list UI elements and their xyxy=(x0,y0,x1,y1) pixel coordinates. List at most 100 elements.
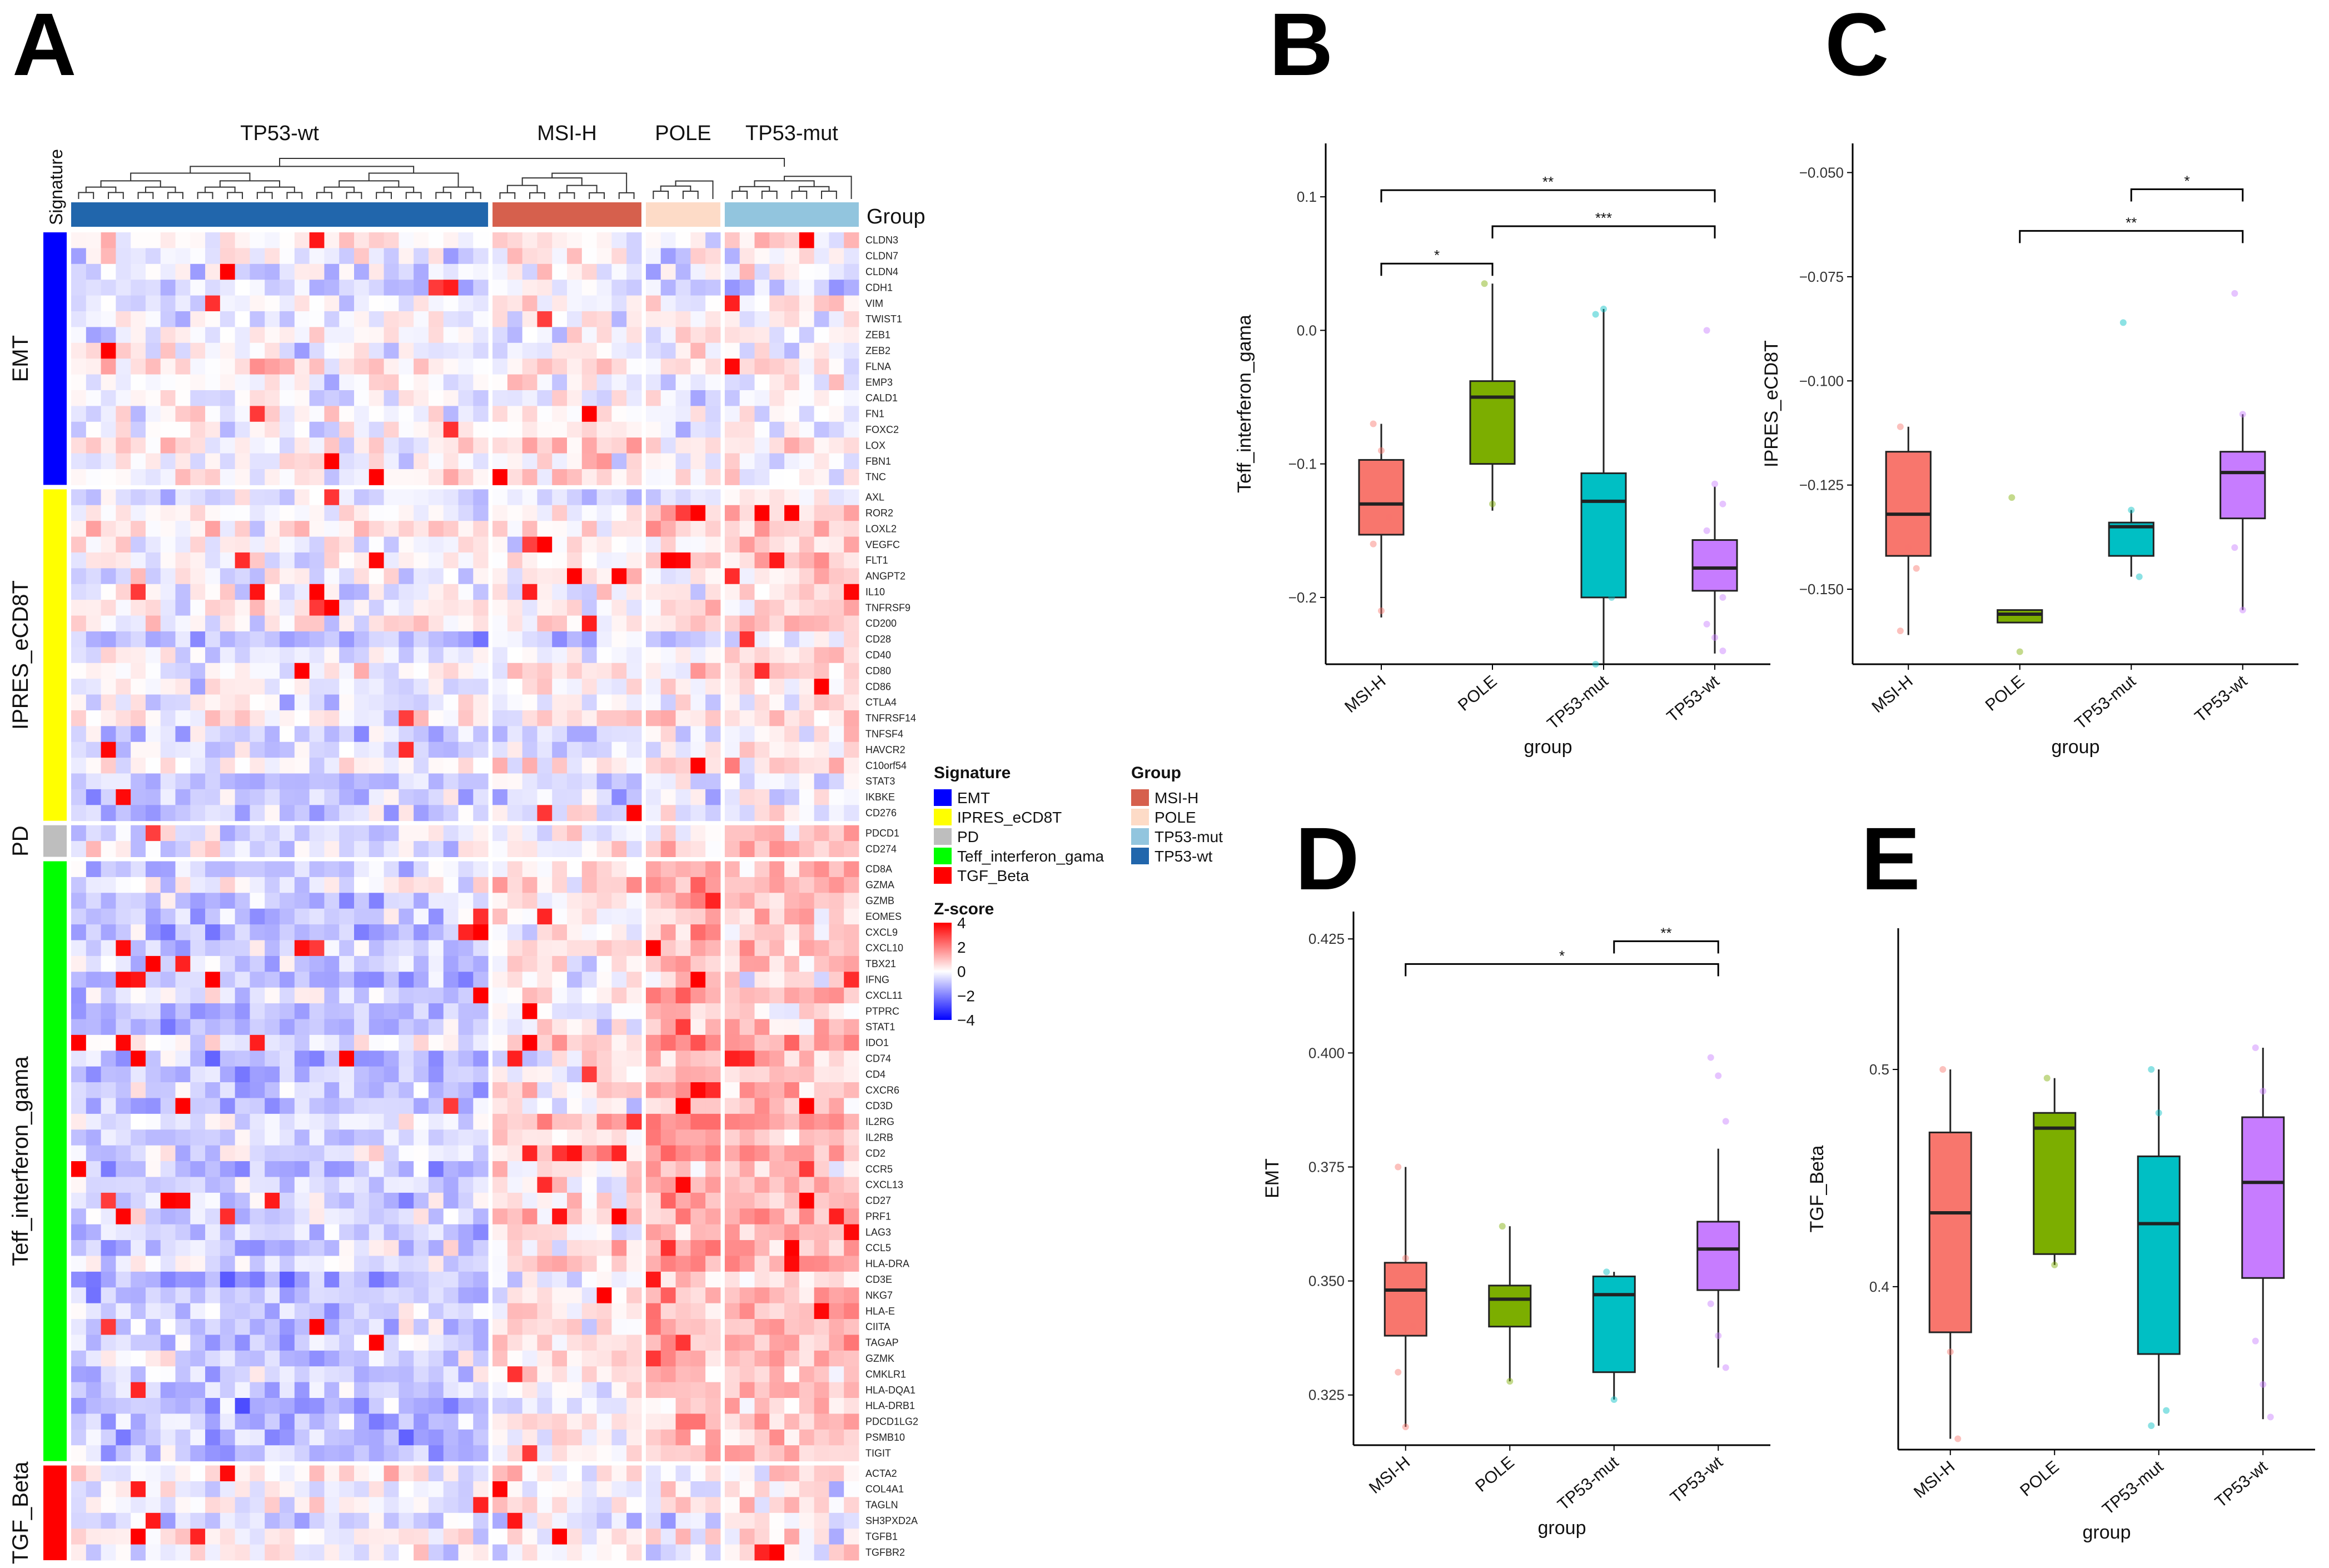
box-iqr xyxy=(1928,1131,1972,1333)
heatmap-cell xyxy=(175,327,191,344)
heatmap-cell xyxy=(220,280,236,296)
heatmap-cell xyxy=(739,1465,755,1482)
heatmap-cell xyxy=(443,263,459,280)
heatmap-cell xyxy=(705,924,721,940)
heatmap-cell xyxy=(507,406,523,422)
heatmap-cell xyxy=(175,374,191,391)
heatmap-cell xyxy=(844,773,859,790)
gene-label-flt1: FLT1 xyxy=(865,555,888,566)
heatmap-cell xyxy=(339,615,355,632)
heatmap-cell xyxy=(220,1413,236,1430)
heatmap-cell xyxy=(844,861,859,878)
heatmap-cell xyxy=(660,987,676,1004)
heatmap-cell xyxy=(131,825,146,842)
heatmap-cell xyxy=(235,1544,250,1561)
heatmap-cell xyxy=(339,1208,355,1225)
heatmap-cell xyxy=(175,232,191,248)
heatmap-cell xyxy=(235,552,250,569)
heatmap-cell xyxy=(86,1256,102,1272)
heatmap-cell xyxy=(399,489,414,506)
heatmap-cell xyxy=(428,726,444,743)
heatmap-cell xyxy=(724,972,740,988)
heatmap-cell xyxy=(101,726,116,743)
heatmap-cell xyxy=(522,893,538,909)
heatmap-cell xyxy=(443,1240,459,1256)
heatmap-cell xyxy=(175,647,191,664)
data-point xyxy=(2119,319,2127,326)
heatmap-cell xyxy=(86,741,102,758)
heatmap-cell xyxy=(507,248,523,265)
heatmap-cell xyxy=(71,877,87,893)
heatmap-cell xyxy=(458,972,474,988)
heatmap-cell xyxy=(705,552,721,569)
heatmap-cell xyxy=(458,232,474,248)
heatmap-cell xyxy=(443,1512,459,1529)
heatmap-cell xyxy=(205,1497,221,1514)
heatmap-cell xyxy=(414,1019,429,1036)
gene-label-tigit: TIGIT xyxy=(865,1447,891,1459)
heatmap-cell xyxy=(844,1529,859,1545)
heatmap-cell xyxy=(428,1256,444,1272)
heatmap-cell xyxy=(522,1019,538,1036)
heatmap-cell xyxy=(596,1413,612,1430)
heatmap-cell xyxy=(220,421,236,438)
heatmap-cell xyxy=(522,1303,538,1320)
heatmap-cell xyxy=(280,1145,295,1162)
heatmap-cell xyxy=(799,552,815,569)
heatmap-cell xyxy=(265,741,280,758)
heatmap-cell xyxy=(626,1051,642,1067)
heatmap-cell xyxy=(220,1303,236,1320)
heatmap-cell xyxy=(784,489,800,506)
heatmap-cell xyxy=(190,536,206,553)
heatmap-cell xyxy=(675,552,691,569)
heatmap-cell xyxy=(309,1529,325,1545)
heatmap-cell xyxy=(414,1271,429,1288)
heatmap-cell xyxy=(101,1529,116,1545)
heatmap-cell xyxy=(175,805,191,822)
heatmap-cell xyxy=(131,1512,146,1529)
heatmap-cell xyxy=(294,536,310,553)
heatmap-cell xyxy=(769,1066,785,1083)
heatmap-cell xyxy=(675,1544,691,1561)
heatmap-cell xyxy=(399,469,414,485)
heatmap-cell xyxy=(724,584,740,600)
heatmap-cell xyxy=(611,1129,627,1146)
heatmap-cell xyxy=(739,877,755,893)
heatmap-cell xyxy=(369,1019,385,1036)
heatmap-cell xyxy=(384,1319,399,1335)
heatmap-cell xyxy=(739,489,755,506)
heatmap-cell xyxy=(611,694,627,711)
heatmap-cell xyxy=(492,1366,508,1383)
heatmap-cell xyxy=(369,248,385,265)
heatmap-cell xyxy=(324,342,340,359)
heatmap-cell xyxy=(581,1497,598,1514)
heatmap-cell xyxy=(220,1350,236,1367)
heatmap-cell xyxy=(354,825,370,842)
heatmap-cell xyxy=(309,311,325,327)
heatmap-cell xyxy=(492,1335,508,1351)
heatmap-cell xyxy=(235,1271,250,1288)
heatmap-cell xyxy=(428,521,444,537)
heatmap-cell xyxy=(690,647,706,664)
heatmap-cell xyxy=(428,972,444,988)
heatmap-cell xyxy=(784,631,800,648)
gene-label-cxcr6: CXCR6 xyxy=(865,1084,899,1096)
heatmap-cell xyxy=(131,1413,146,1430)
heatmap-cell xyxy=(473,940,489,957)
heatmap-cell xyxy=(829,521,844,537)
heatmap-cell xyxy=(739,1256,755,1272)
heatmap-cell xyxy=(294,1208,310,1225)
heatmap-cell xyxy=(265,552,280,569)
heatmap-cell xyxy=(537,1240,553,1256)
heatmap-cell xyxy=(235,663,250,679)
heatmap-cell xyxy=(567,327,583,344)
heatmap-cell xyxy=(626,631,642,648)
x-tick-label-tp53-wt: TP53-wt xyxy=(2212,1457,2271,1512)
heatmap-cell xyxy=(754,1082,770,1098)
heatmap-cell xyxy=(250,374,265,391)
heatmap-cell xyxy=(552,1034,568,1051)
heatmap-cell xyxy=(522,679,538,695)
heatmap-cell xyxy=(522,568,538,585)
heatmap-cell xyxy=(784,1429,800,1446)
heatmap-cell xyxy=(205,1287,221,1304)
